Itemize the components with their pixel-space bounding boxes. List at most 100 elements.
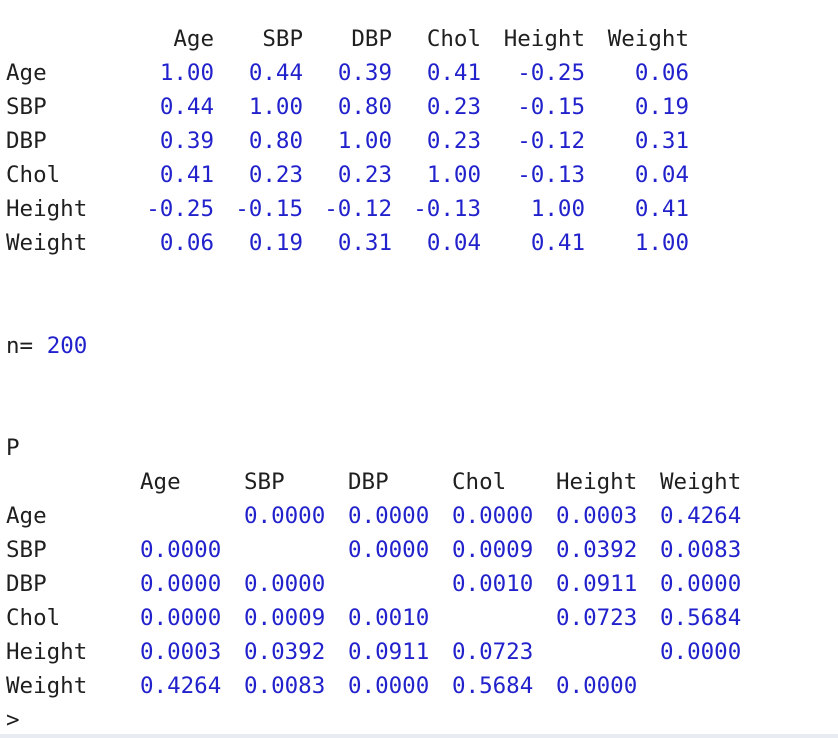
correlation-cell: 0.04 (634, 162, 689, 188)
pvalues-column-header: Height (556, 469, 638, 495)
correlation-row: Weight 0.06 0.19 0.31 0.04 0.41 1.00 (6, 226, 689, 260)
correlation-cell: 1.00 (248, 94, 303, 120)
pvalues-row: Chol 0.0000 0.0009 0.0010 0.0723 0.5684 (6, 601, 764, 635)
pvalues-cell: 0.5684 (660, 605, 742, 631)
pvalue-title: P (6, 435, 20, 461)
pvalues-row: Weight 0.4264 0.0083 0.0000 0.5684 0.0000 (6, 669, 764, 703)
pvalue-title-line: P (6, 431, 20, 465)
pvalues-cell: 0.0000 (140, 537, 222, 563)
pvalues-cell: 0.0723 (556, 605, 638, 631)
pvalues-cell: 0.4264 (660, 503, 742, 529)
correlation-cell: 0.44 (159, 94, 214, 120)
correlation-row: DBP 0.39 0.80 1.00 0.23 -0.12 0.31 (6, 124, 689, 158)
sample-size-value: 200 (46, 333, 88, 359)
console-prompt-line[interactable]: > (6, 703, 20, 737)
pvalues-cell: 0.5684 (452, 673, 534, 699)
pvalues-cell: 0.0000 (660, 571, 742, 597)
pvalues-cell: 0.0083 (660, 537, 742, 563)
pvalues-column-header: Age (140, 469, 181, 495)
pvalues-cell: 0.0010 (348, 605, 430, 631)
correlation-cell: -0.12 (324, 196, 392, 222)
correlation-cell: 0.39 (337, 60, 392, 86)
correlation-cell: 0.04 (426, 230, 481, 256)
correlation-row-name: SBP (6, 94, 47, 120)
correlation-cell: 0.80 (337, 94, 392, 120)
pvalues-cell: 0.0392 (244, 639, 326, 665)
correlation-row: Height -0.25 -0.15 -0.12 -0.13 1.00 0.41 (6, 192, 689, 226)
correlation-cell: 0.23 (248, 162, 303, 188)
pvalues-cell (244, 533, 348, 567)
pvalues-cell: 0.4264 (140, 673, 222, 699)
pvalues-header-spacer (6, 465, 140, 499)
pvalues-row-name: Chol (6, 605, 61, 631)
pvalues-row-name: Age (6, 503, 47, 529)
pvalues-cell: 0.0000 (348, 537, 430, 563)
pvalues-cell: 0.0000 (244, 571, 326, 597)
pvalues-cell: 0.0911 (348, 639, 430, 665)
correlation-row-name: Height (6, 196, 88, 222)
pvalues-cell: 0.0911 (556, 571, 638, 597)
pvalues-cell: 0.0000 (348, 503, 430, 529)
correlation-cell: 0.31 (337, 230, 392, 256)
console-bottom-border (0, 734, 838, 738)
correlation-column-header: Height (503, 26, 585, 52)
correlation-row-name: Chol (6, 162, 61, 188)
pvalues-cell: 0.0000 (140, 605, 222, 631)
correlation-cell: 1.00 (634, 230, 689, 256)
correlation-cell: -0.25 (517, 60, 585, 86)
correlation-row: Chol 0.41 0.23 0.23 1.00 -0.13 0.04 (6, 158, 689, 192)
correlation-cell: 0.23 (337, 162, 392, 188)
correlation-row: Age 1.00 0.44 0.39 0.41 -0.25 0.06 (6, 56, 689, 90)
pvalues-row: DBP 0.0000 0.0000 0.0010 0.0911 0.0000 (6, 567, 764, 601)
pvalues-cell: 0.0000 (452, 503, 534, 529)
correlation-cell: 0.80 (248, 128, 303, 154)
pvalues-row-name: SBP (6, 537, 47, 563)
pvalues-cell (556, 635, 660, 669)
correlation-column-header: DBP (351, 26, 392, 52)
correlation-column-header: SBP (262, 26, 303, 52)
correlation-cell: -0.13 (517, 162, 585, 188)
correlation-cell: -0.15 (235, 196, 303, 222)
pvalues-cell (452, 601, 556, 635)
pvalues-cell: 0.0000 (348, 673, 430, 699)
console-prompt: > (6, 707, 20, 733)
pvalues-column-header: Weight (660, 469, 742, 495)
correlation-header-row: Age SBP DBP Chol Height Weight (6, 22, 689, 56)
pvalues-row-name: DBP (6, 571, 47, 597)
pvalues-cell: 0.0009 (452, 537, 534, 563)
pvalues-cell (660, 669, 764, 703)
correlation-cell: -0.25 (146, 196, 214, 222)
correlation-header-spacer (6, 22, 122, 56)
pvalues-header-row: Age SBP DBP Chol Height Weight (6, 465, 764, 499)
pvalues-row: Age 0.0000 0.0000 0.0000 0.0003 0.4264 (6, 499, 764, 533)
correlation-cell: 1.00 (159, 60, 214, 86)
correlation-column-header: Age (173, 26, 214, 52)
correlation-cell: 0.41 (426, 60, 481, 86)
correlation-cell: 0.06 (634, 60, 689, 86)
pvalues-row-name: Height (6, 639, 88, 665)
correlation-cell: 0.23 (426, 128, 481, 154)
correlation-row-name: Age (6, 60, 47, 86)
correlation-cell: 0.44 (248, 60, 303, 86)
sample-size-line: n= 200 (6, 329, 87, 363)
correlation-cell: 0.41 (530, 230, 585, 256)
correlation-cell: 1.00 (337, 128, 392, 154)
correlation-cell: 0.06 (159, 230, 214, 256)
correlation-matrix: Age SBP DBP Chol Height Weight Age 1.00 0.44 0.39… (6, 22, 689, 260)
correlation-cell: 0.23 (426, 94, 481, 120)
correlation-row-name: DBP (6, 128, 47, 154)
correlation-column-header: Weight (607, 26, 689, 52)
pvalues-cell: 0.0723 (452, 639, 534, 665)
correlation-cell: 1.00 (426, 162, 481, 188)
correlation-cell: -0.12 (517, 128, 585, 154)
correlation-column-header: Chol (426, 26, 481, 52)
pvalues-row-name: Weight (6, 673, 88, 699)
correlation-row-name: Weight (6, 230, 88, 256)
pvalues-column-header: DBP (348, 469, 389, 495)
correlation-cell: 0.41 (634, 196, 689, 222)
pvalues-cell (348, 567, 452, 601)
correlation-row: SBP 0.44 1.00 0.80 0.23 -0.15 0.19 (6, 90, 689, 124)
pvalues-cell: 0.0000 (660, 639, 742, 665)
pvalues-column-header: Chol (452, 469, 507, 495)
pvalues-cell: 0.0003 (140, 639, 222, 665)
